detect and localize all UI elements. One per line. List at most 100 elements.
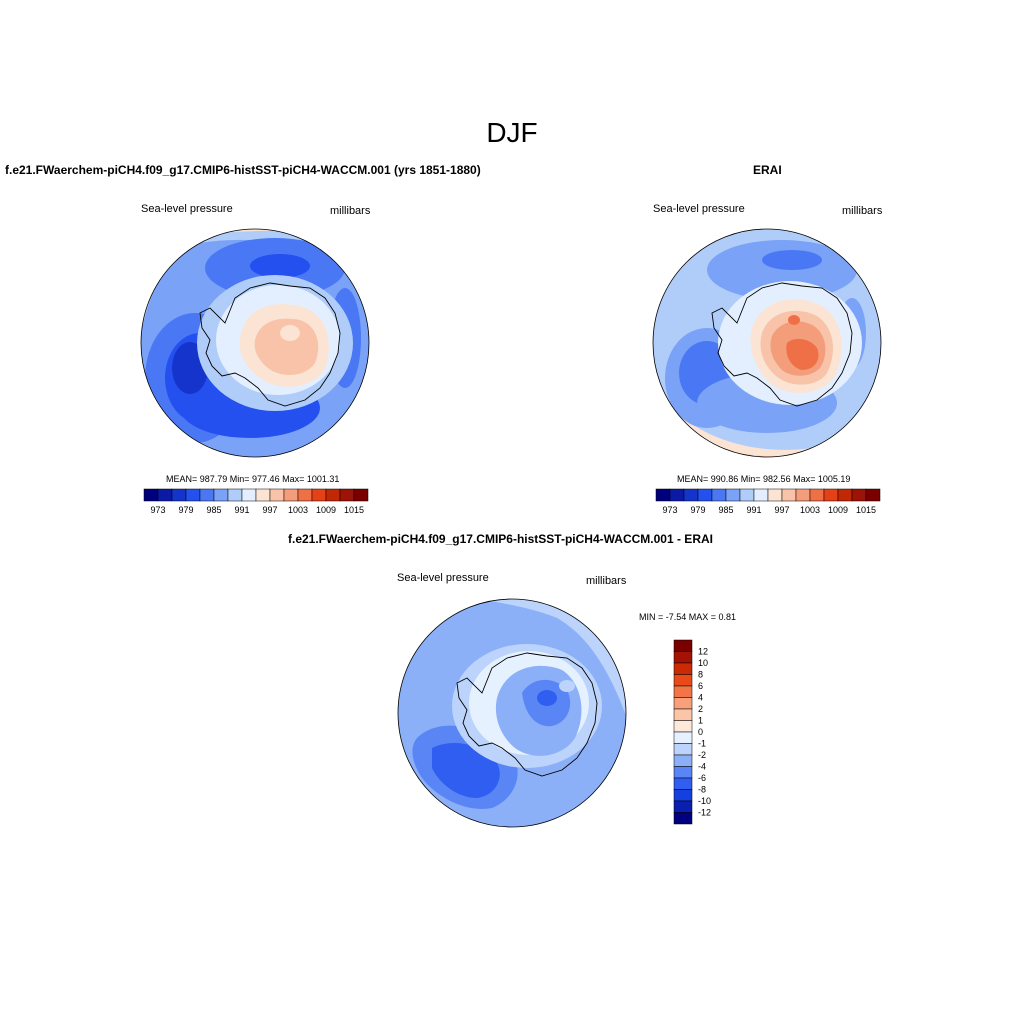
diff-colorbar-tick-label: -10 — [698, 796, 711, 806]
model-colorbar-swatch — [171, 488, 187, 502]
obs-colorbar-swatch — [753, 488, 769, 502]
diff-colorbar-tick-label: 2 — [698, 704, 703, 714]
obs-colorbar-tick-label: 973 — [662, 505, 677, 515]
model-antarctica-coast — [199, 282, 341, 407]
model-stats: MEAN= 987.79 Min= 977.46 Max= 1001.31 — [166, 474, 340, 484]
model-colorbar-swatch — [255, 488, 271, 502]
obs-colorbar-swatch — [823, 488, 839, 502]
diff-panel-title: f.e21.FWaerchem-piCH4.f09_g17.CMIP6-hist… — [288, 532, 713, 546]
obs-colorbar-swatch — [781, 488, 797, 502]
model-colorbar-tick-label: 997 — [262, 505, 277, 515]
model-colorbar-tick-label: 1003 — [288, 505, 308, 515]
obs-colorbar-tick-label: 985 — [718, 505, 733, 515]
obs-low-ne-core — [762, 250, 822, 270]
model-colorbar-swatch — [213, 488, 229, 502]
diff-colorbar-swatch — [673, 777, 693, 790]
diff-colorbar-tick-label: -12 — [698, 808, 711, 818]
obs-colorbar-swatch — [865, 488, 881, 502]
figure-title: DJF — [486, 117, 538, 148]
model-colorbar-tick-label: 979 — [178, 505, 193, 515]
diff-colorbar-tick-label: -2 — [698, 750, 706, 760]
obs-colorbar: 973 979 985 991 997 1003 1009 1015 — [655, 488, 881, 515]
obs-antarctica-high-spot — [788, 315, 800, 325]
diff-colorbar-tick-label: -1 — [698, 739, 706, 749]
model-colorbar-tick-label: 1009 — [316, 505, 336, 515]
model-colorbar-swatch — [339, 488, 355, 502]
obs-stats: MEAN= 990.86 Min= 982.56 Max= 1005.19 — [677, 474, 851, 484]
model-colorbar-swatch — [157, 488, 173, 502]
obs-colorbar-swatch — [739, 488, 755, 502]
diff-colorbar-swatch — [673, 754, 693, 767]
model-antarctica-high2 — [254, 318, 319, 375]
diff-stats: MIN = -7.54 MAX = 0.81 — [639, 612, 737, 622]
diff-colorbar-swatch — [673, 766, 693, 779]
model-colorbar-tick-label: 985 — [206, 505, 221, 515]
obs-colorbar-swatch — [767, 488, 783, 502]
diff-colorbar-swatch — [673, 651, 693, 664]
obs-units-label: millibars — [842, 205, 883, 217]
obs-colorbar-swatch — [725, 488, 741, 502]
obs-variable-label: Sea-level pressure — [653, 203, 745, 215]
obs-colorbar-swatch — [669, 488, 685, 502]
diff-antarctica-coast — [456, 652, 598, 777]
obs-colorbar-tick-label: 997 — [774, 505, 789, 515]
obs-antarctica-high4 — [786, 338, 819, 370]
diff-colorbar-swatch — [673, 697, 693, 710]
diff-low-sw-core — [432, 743, 500, 798]
model-colorbar-swatch — [297, 488, 313, 502]
model-colorbar-swatch — [227, 488, 243, 502]
diff-colorbar-swatch — [673, 789, 693, 802]
model-antarctica-high-spot — [280, 325, 300, 341]
obs-colorbar-swatch — [655, 488, 671, 502]
diff-colorbar-swatch — [673, 685, 693, 698]
diff-colorbar-tick-label: -8 — [698, 785, 706, 795]
model-panel-title: f.e21.FWaerchem-piCH4.f09_g17.CMIP6-hist… — [5, 163, 481, 177]
model-colorbar-tick-label: 1015 — [344, 505, 364, 515]
diff-colorbar-swatch — [673, 708, 693, 721]
obs-colorbar-tick-label: 991 — [746, 505, 761, 515]
diff-units-label: millibars — [586, 575, 627, 587]
diff-colorbar-swatch — [673, 731, 693, 744]
diff-colorbar-tick-label: 0 — [698, 727, 703, 737]
obs-panel-title: ERAI — [753, 163, 782, 177]
obs-colorbar-swatch — [795, 488, 811, 502]
diff-colorbar-tick-label: -4 — [698, 762, 706, 772]
obs-colorbar-swatch — [851, 488, 867, 502]
diff-colorbar-swatch — [673, 743, 693, 756]
model-colorbar-swatch — [353, 488, 369, 502]
diff-colorbar-tick-label: 12 — [698, 647, 708, 657]
diff-colorbar-swatch — [673, 662, 693, 675]
diff-map — [397, 598, 627, 828]
diff-colorbar-swatch — [673, 639, 693, 652]
diff-colorbar-tick-label: 1 — [698, 716, 703, 726]
diff-colorbar-tick-label: 4 — [698, 693, 703, 703]
diff-colorbar-swatch — [673, 720, 693, 733]
model-colorbar-swatch — [143, 488, 159, 502]
diff-colorbar-swatch — [673, 812, 693, 825]
diff-colorbar-tick-label: -6 — [698, 773, 706, 783]
model-variable-label: Sea-level pressure — [141, 203, 233, 215]
model-colorbar-tick-label: 991 — [234, 505, 249, 515]
model-units-label: millibars — [330, 205, 371, 217]
diff-colorbar-swatch — [673, 800, 693, 813]
obs-colorbar-swatch — [711, 488, 727, 502]
model-low-ne-core — [250, 254, 310, 278]
model-colorbar-swatch — [199, 488, 215, 502]
obs-colorbar-tick-label: 1009 — [828, 505, 848, 515]
obs-colorbar-swatch — [837, 488, 853, 502]
model-colorbar: 973 979 985 991 997 1003 1009 1015 — [143, 488, 369, 515]
obs-low-ne — [707, 240, 857, 300]
obs-map — [652, 228, 882, 458]
obs-antarctica-coast — [711, 282, 853, 407]
obs-colorbar-swatch — [809, 488, 825, 502]
model-colorbar-swatch — [185, 488, 201, 502]
model-colorbar-swatch — [269, 488, 285, 502]
model-colorbar-swatch — [311, 488, 327, 502]
obs-colorbar-swatch — [683, 488, 699, 502]
model-colorbar-swatch — [325, 488, 341, 502]
model-map — [140, 228, 370, 458]
diff-antarctica-spot — [559, 680, 575, 692]
obs-colorbar-tick-label: 1003 — [800, 505, 820, 515]
diff-colorbar-swatch — [673, 674, 693, 687]
